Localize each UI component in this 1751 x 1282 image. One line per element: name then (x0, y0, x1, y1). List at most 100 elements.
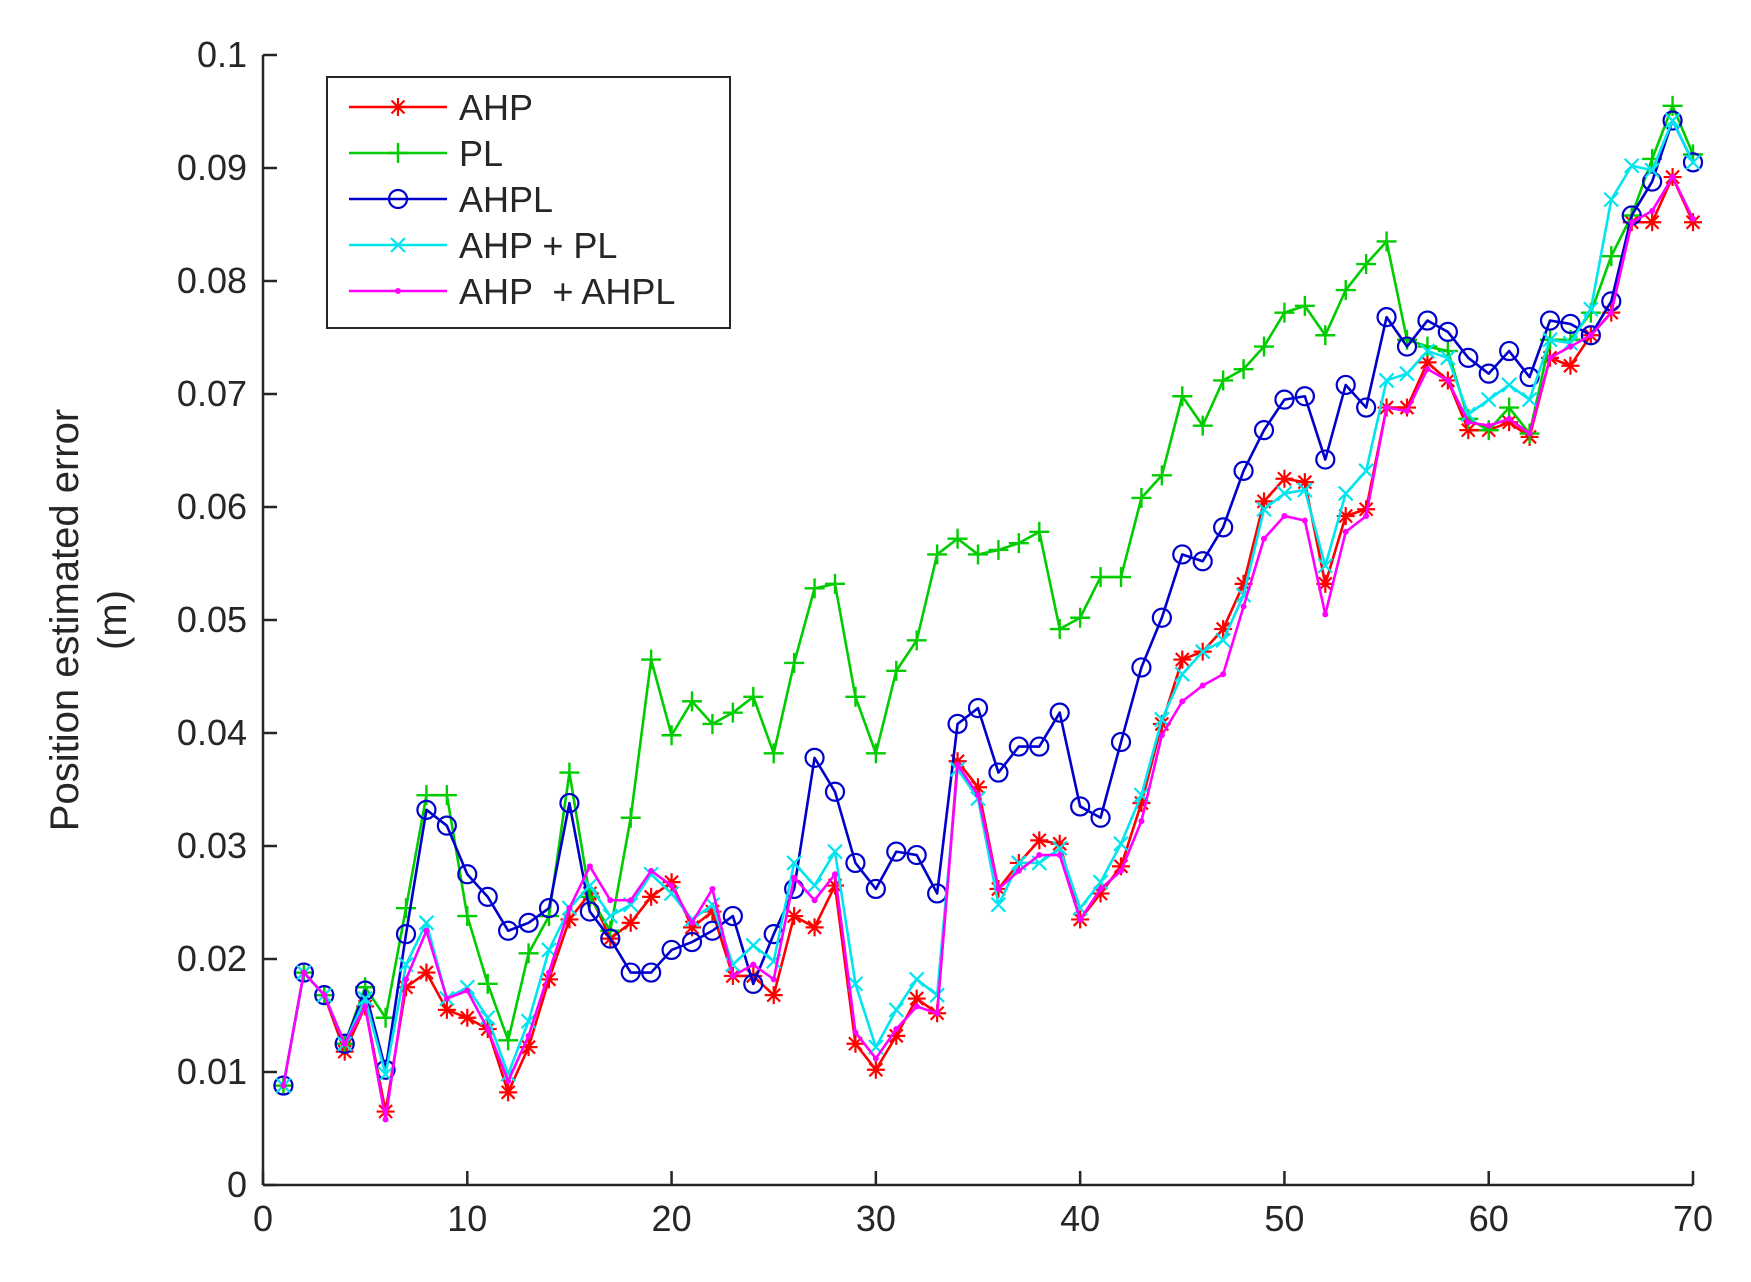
data-point (641, 649, 662, 670)
y-tick-label: 0.01 (177, 1051, 247, 1092)
data-point (1440, 350, 1456, 366)
y-tick-label: 0.06 (177, 486, 247, 527)
data-point (709, 885, 716, 892)
data-point (1315, 449, 1336, 470)
x-tick-label: 20 (652, 1198, 692, 1239)
data-point (722, 905, 743, 927)
data-point (1070, 607, 1091, 628)
data-point (1030, 831, 1049, 850)
data-point (648, 867, 655, 874)
data-point (1404, 407, 1410, 414)
data-point (845, 686, 866, 707)
data-point (357, 990, 373, 1007)
data-point (1092, 874, 1109, 890)
data-point (395, 924, 417, 945)
data-point (886, 660, 907, 681)
data-point (525, 1032, 532, 1039)
data-point (804, 747, 825, 768)
data-point (764, 986, 783, 1005)
data-point (518, 912, 539, 933)
data-point (1603, 191, 1620, 208)
data-point (1644, 162, 1660, 179)
legend: AHP PL AHPL AHP + PL AHP + AHPL (326, 76, 731, 329)
data-point (1070, 796, 1091, 817)
legend-item: AHP + AHPL (349, 271, 675, 312)
data-point (1192, 415, 1213, 436)
data-point (1294, 295, 1315, 316)
data-point (1261, 535, 1267, 542)
data-point (477, 973, 498, 994)
data-point (743, 973, 764, 994)
data-point (888, 1002, 905, 1018)
data-point (784, 652, 805, 673)
x-tick-label: 10 (447, 1198, 487, 1239)
data-point (436, 785, 457, 806)
data-point (968, 544, 988, 565)
data-point (1628, 219, 1635, 226)
data-point (1029, 521, 1050, 542)
data-point (458, 1008, 477, 1027)
data-point (1662, 110, 1683, 131)
data-point (995, 885, 1002, 892)
data-point (499, 1083, 518, 1102)
data-point (913, 1003, 920, 1010)
data-point (1253, 420, 1275, 441)
data-point (1097, 885, 1104, 892)
data-point (1506, 415, 1513, 422)
data-point (457, 864, 478, 885)
data-point (505, 1078, 512, 1085)
data-point (321, 992, 328, 999)
data-point (498, 920, 519, 941)
data-point (559, 792, 580, 814)
data-point (661, 939, 682, 961)
data-point (1500, 413, 1519, 432)
series-line (282, 119, 1695, 1086)
data-point (403, 976, 409, 983)
data-point (804, 578, 825, 599)
data-point (845, 852, 866, 874)
data-point (786, 855, 802, 871)
data-point (1499, 340, 1520, 362)
data-point (1560, 313, 1581, 335)
data-point (1358, 463, 1374, 479)
data-point (620, 807, 641, 828)
data-point (743, 686, 764, 707)
legend-box (326, 76, 731, 329)
data-point (1113, 835, 1129, 852)
data-point (1274, 389, 1295, 410)
data-point (1378, 372, 1395, 389)
data-point (382, 1116, 389, 1123)
data-point (1294, 386, 1315, 407)
data-point (1015, 867, 1022, 874)
legend-marker (390, 237, 406, 253)
data-point (1008, 533, 1029, 554)
data-point (1192, 551, 1213, 572)
y-tick-label: 0.07 (177, 373, 247, 414)
data-point (824, 781, 846, 802)
y-tick-label: 0.02 (177, 938, 247, 979)
data-point (396, 898, 416, 919)
y-tick-label: 0.08 (177, 260, 247, 301)
data-point (1542, 331, 1558, 348)
data-point (1623, 157, 1640, 174)
data-point (865, 878, 886, 900)
data-point (1335, 374, 1356, 396)
data-point (586, 863, 593, 870)
data-point (1417, 310, 1438, 331)
data-point (1233, 460, 1254, 481)
data-point (1254, 336, 1274, 357)
data-point (929, 987, 945, 1003)
data-point (1376, 231, 1397, 252)
data-point (1194, 643, 1211, 660)
data-point (1682, 152, 1704, 173)
data-point (1335, 280, 1356, 301)
data-point (954, 761, 961, 768)
data-point (641, 962, 662, 983)
series-3 (275, 112, 1701, 1094)
data-point (1363, 513, 1370, 520)
data-point (1690, 215, 1696, 222)
data-point (1297, 482, 1313, 498)
data-point (1077, 916, 1084, 923)
x-tick-label: 60 (1469, 1198, 1509, 1239)
